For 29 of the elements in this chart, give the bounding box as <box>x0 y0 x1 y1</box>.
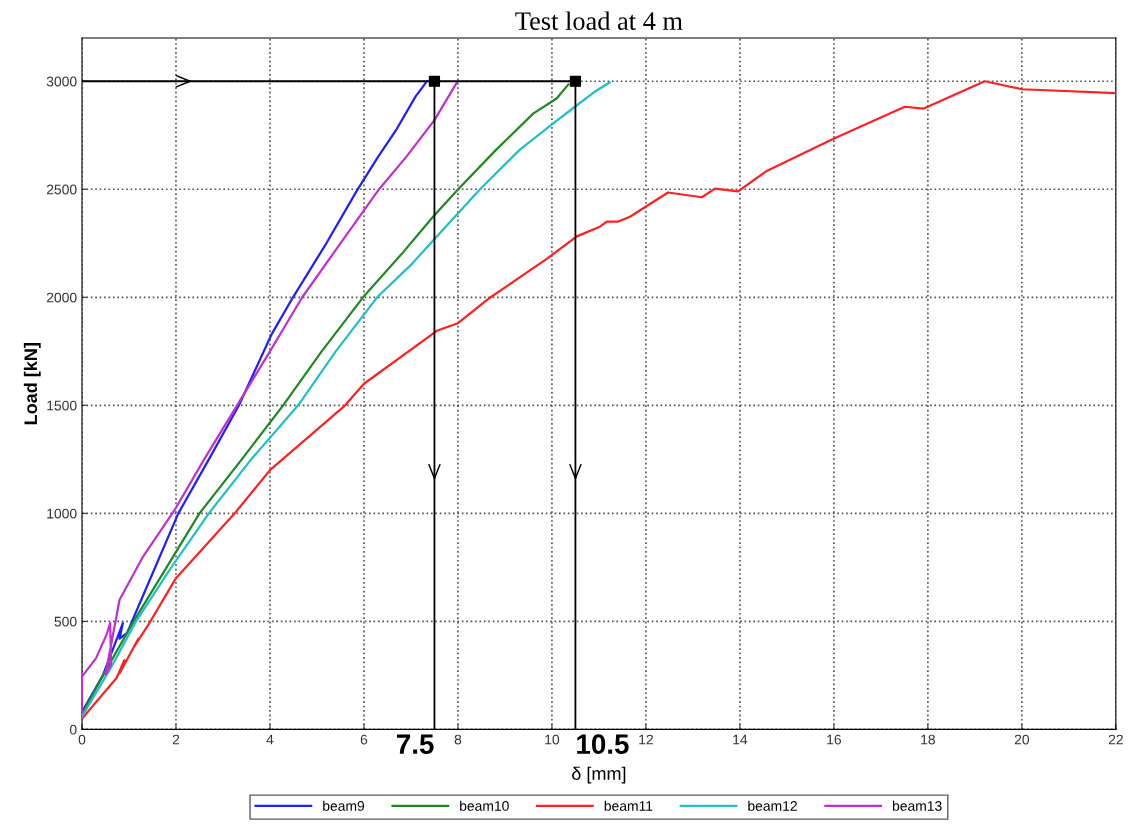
y-tick-label: 1500 <box>47 400 77 411</box>
y-axis-title: Load [kN] <box>23 343 41 425</box>
y-tick-label: 2500 <box>46 184 77 195</box>
x-tick-label: 0 <box>78 734 86 745</box>
x-tick-label: 4 <box>266 734 274 745</box>
annotation: 7.5 <box>397 734 434 754</box>
x-tick-label: 10 <box>545 734 560 745</box>
y-tick-label: 3000 <box>46 76 77 87</box>
x-tick-label: 16 <box>827 734 842 745</box>
x-tick-label: 22 <box>1108 734 1123 745</box>
annotation: 10.5 <box>577 734 629 754</box>
y-tick-label: 1000 <box>47 508 77 519</box>
x-tick-label: 8 <box>454 734 462 745</box>
x-tick-label: 14 <box>733 734 748 745</box>
legend-label: beam10 <box>460 800 509 811</box>
x-tick-label: 20 <box>1014 734 1030 745</box>
y-tick-label: 2000 <box>46 292 77 303</box>
x-axis-title: δ [mm] <box>572 766 626 784</box>
x-tick-label: 6 <box>360 734 368 745</box>
legend-label: beam12 <box>748 800 797 811</box>
chart-title: Test load at 4 m <box>515 11 683 30</box>
y-tick-label: 0 <box>69 724 77 735</box>
y-tick-label: 500 <box>54 616 77 627</box>
x-tick-label: 12 <box>639 734 653 745</box>
legend-label: beam9 <box>323 800 365 811</box>
legend-label: beam11 <box>604 800 653 811</box>
legend-label: beam13 <box>892 800 942 811</box>
x-tick-label: 18 <box>921 734 935 745</box>
x-tick-label: 2 <box>172 734 180 745</box>
